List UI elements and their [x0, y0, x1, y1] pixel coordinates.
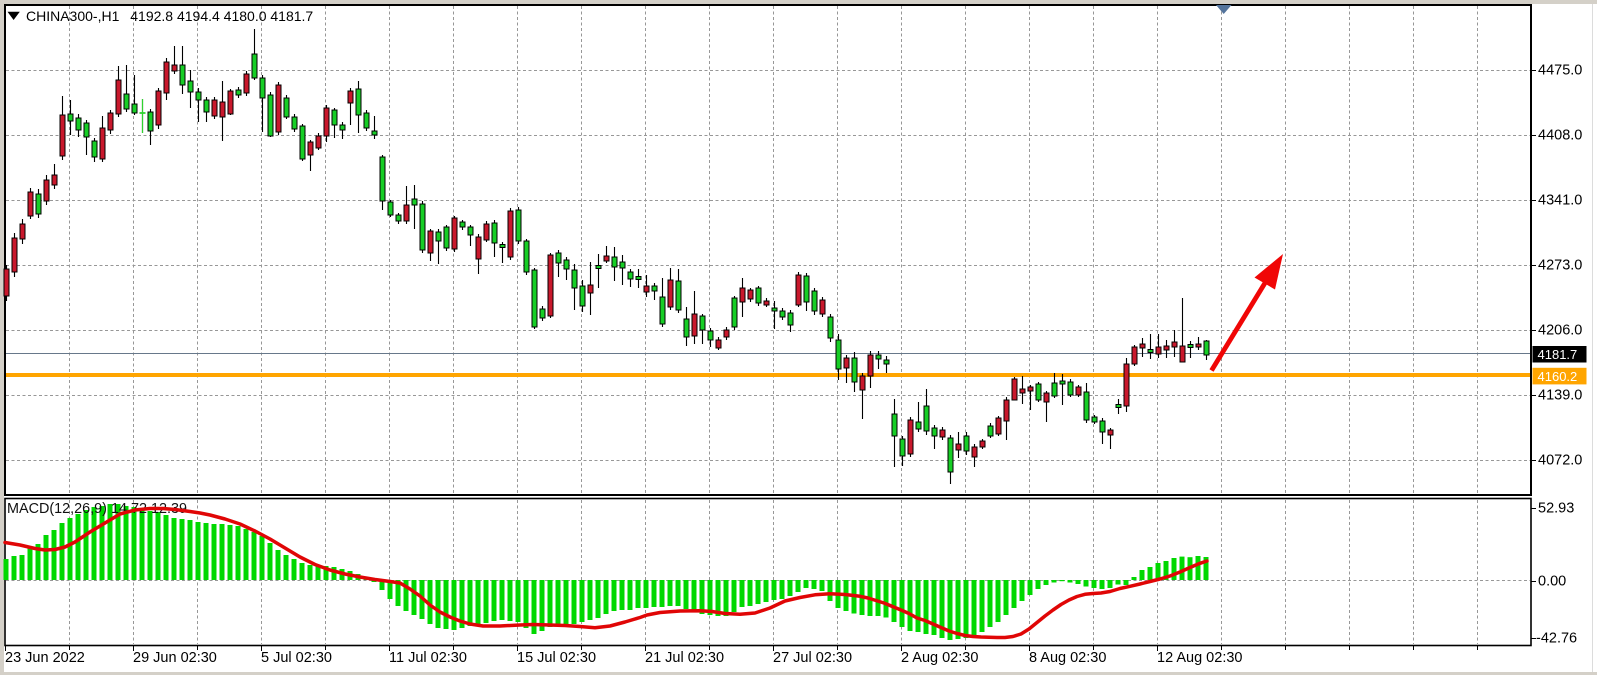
svg-text:CHINA300-,H1 4192.8 4194.4 41: CHINA300-,H1 4192.8 4194.4 4180.0 4181.7 — [26, 8, 313, 24]
svg-text:8 Aug 02:30: 8 Aug 02:30 — [1029, 650, 1106, 666]
svg-text:5 Jul 02:30: 5 Jul 02:30 — [261, 650, 332, 666]
svg-text:52.93: 52.93 — [1538, 501, 1574, 517]
svg-text:4160.2: 4160.2 — [1538, 369, 1578, 384]
svg-text:4139.0: 4139.0 — [1538, 388, 1582, 404]
svg-text:4273.0: 4273.0 — [1538, 258, 1582, 274]
svg-text:4181.7: 4181.7 — [1538, 347, 1578, 362]
svg-text:11 Jul 02:30: 11 Jul 02:30 — [389, 650, 467, 666]
svg-text:15 Jul 02:30: 15 Jul 02:30 — [517, 650, 596, 666]
svg-text:27 Jul 02:30: 27 Jul 02:30 — [773, 650, 852, 666]
svg-text:MACD(12,26,9) 14.72 12.39: MACD(12,26,9) 14.72 12.39 — [7, 501, 187, 517]
svg-text:4206.0: 4206.0 — [1538, 323, 1582, 339]
svg-text:2 Aug 02:30: 2 Aug 02:30 — [901, 650, 978, 666]
svg-text:4072.0: 4072.0 — [1538, 453, 1582, 469]
svg-text:4408.0: 4408.0 — [1538, 128, 1582, 144]
svg-text:4475.0: 4475.0 — [1538, 63, 1582, 79]
svg-text:-42.76: -42.76 — [1536, 631, 1577, 647]
svg-text:29 Jun 02:30: 29 Jun 02:30 — [133, 650, 217, 666]
svg-text:12 Aug 02:30: 12 Aug 02:30 — [1157, 650, 1242, 666]
svg-text:4341.0: 4341.0 — [1538, 193, 1582, 209]
svg-text:21 Jul 02:30: 21 Jul 02:30 — [645, 650, 724, 666]
svg-text:0.00: 0.00 — [1538, 574, 1566, 590]
svg-text:23 Jun 2022: 23 Jun 2022 — [5, 650, 85, 666]
